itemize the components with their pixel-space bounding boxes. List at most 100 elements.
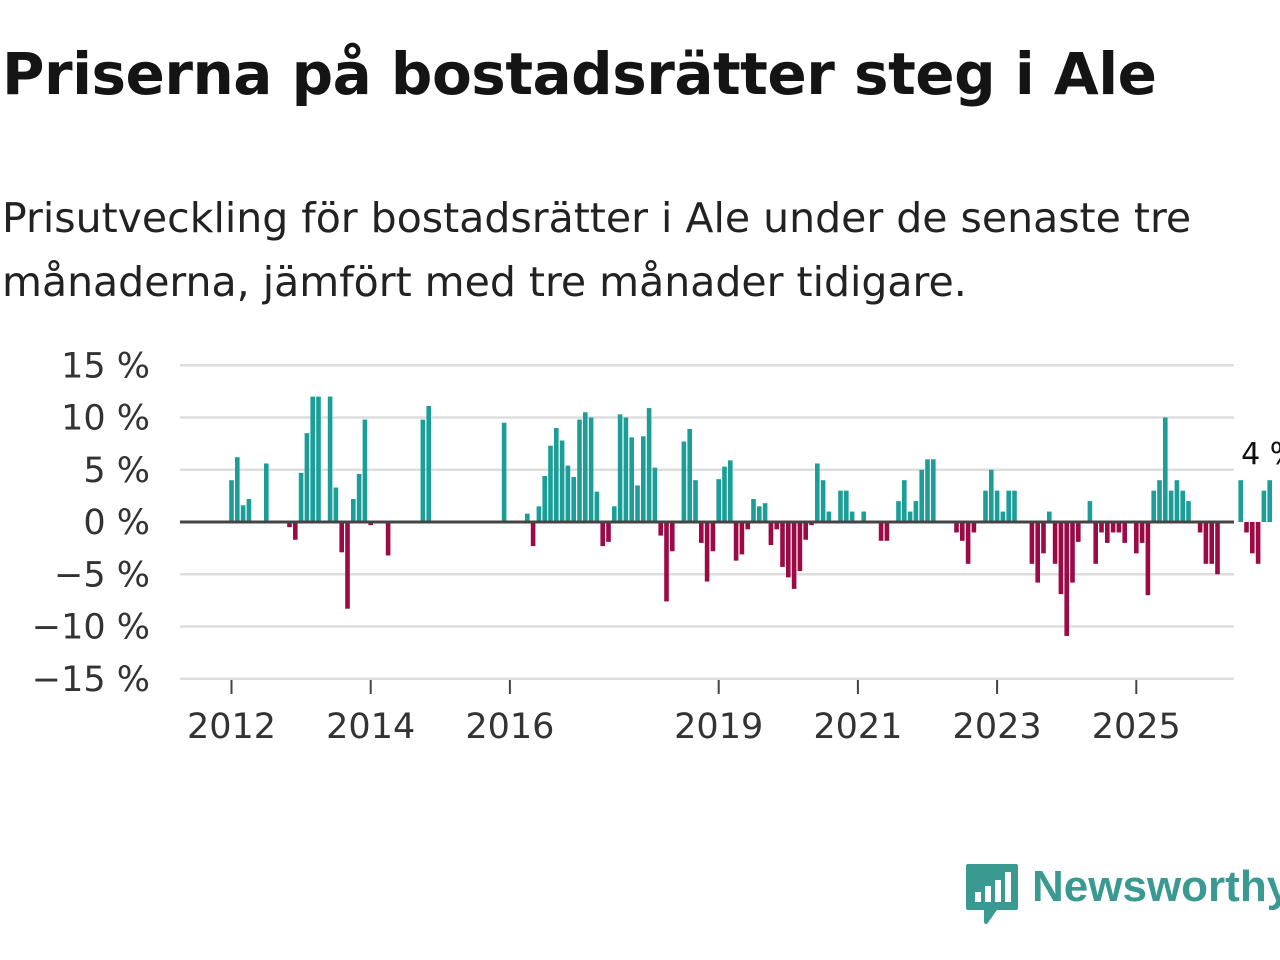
gridlines — [180, 364, 1234, 680]
bar — [577, 419, 582, 522]
bar — [1000, 511, 1006, 522]
y-tick-label: 0 % — [83, 503, 150, 543]
bar — [1209, 522, 1214, 564]
bar — [1151, 490, 1156, 522]
y-tick-label: 15 % — [61, 346, 150, 386]
bar — [1238, 480, 1243, 522]
bar — [791, 522, 797, 589]
bar — [983, 490, 988, 522]
bar — [786, 522, 791, 578]
bar — [902, 480, 907, 522]
bar — [327, 396, 333, 522]
bar — [861, 511, 866, 522]
bar — [536, 506, 542, 522]
bar — [884, 522, 890, 541]
bar — [1168, 490, 1174, 522]
bar — [722, 466, 727, 522]
bar — [229, 480, 234, 522]
x-axis: 2012 2014 2016 2019 2021 2023 2025 — [187, 680, 1181, 747]
bar — [333, 487, 339, 522]
bar — [530, 522, 536, 547]
bar — [1029, 522, 1035, 564]
bar — [1064, 522, 1069, 636]
brand-name: Newsworthy — [1032, 862, 1280, 911]
bar — [733, 522, 739, 561]
bar — [240, 505, 246, 522]
bar — [762, 503, 768, 522]
bar — [623, 417, 629, 522]
bar — [803, 522, 808, 540]
bar — [1087, 501, 1093, 522]
bar — [699, 522, 704, 543]
bar — [548, 445, 553, 522]
bar — [994, 490, 1000, 522]
bar — [525, 513, 530, 522]
bar — [664, 522, 669, 602]
bar — [1035, 522, 1040, 583]
bar — [1012, 490, 1017, 522]
bar — [896, 501, 901, 522]
bar — [1215, 522, 1220, 575]
bar — [298, 472, 304, 522]
bar — [287, 522, 292, 528]
bar — [815, 463, 820, 522]
bar — [1093, 522, 1098, 564]
bar — [1058, 522, 1064, 595]
bar — [652, 467, 658, 522]
bar — [559, 440, 565, 522]
bar — [919, 469, 924, 522]
bar — [1076, 522, 1081, 542]
y-tick-label: −10 % — [32, 608, 150, 648]
bar — [501, 422, 507, 522]
y-tick-label: −15 % — [32, 660, 150, 700]
bar — [838, 490, 843, 522]
bar — [606, 522, 611, 542]
bar — [780, 522, 785, 567]
bar — [716, 479, 721, 522]
bar — [1145, 522, 1151, 596]
bar — [600, 522, 605, 547]
bar — [356, 473, 362, 522]
y-tick-label: 5 % — [83, 451, 150, 491]
bar — [849, 511, 855, 522]
x-tick-label: 2016 — [465, 707, 554, 747]
bar — [1163, 417, 1168, 522]
bar — [635, 485, 640, 522]
bar — [774, 522, 779, 530]
bar — [345, 522, 350, 609]
bar — [1099, 522, 1104, 533]
bar — [1116, 522, 1122, 533]
bar — [351, 499, 356, 522]
bar — [971, 522, 977, 533]
bar — [670, 522, 675, 552]
bar — [1174, 480, 1180, 522]
chart-title: Priserna på bostadsrätter steg i Ale — [2, 40, 1157, 108]
bar — [809, 522, 814, 526]
bar — [293, 522, 298, 540]
bar — [264, 463, 269, 522]
bar — [658, 522, 663, 536]
bar — [646, 408, 652, 522]
bar — [1203, 522, 1209, 564]
y-axis-labels: 15 % 10 % 5 % 0 % −5 % −10 % −15 % — [32, 346, 150, 700]
bar — [925, 459, 930, 522]
bar — [588, 417, 594, 522]
x-tick-label: 2025 — [1092, 707, 1181, 747]
last-value-annotation: 4 % — [1241, 437, 1280, 472]
bar — [681, 441, 687, 522]
bar — [1122, 522, 1127, 543]
bar — [594, 491, 600, 522]
bar — [565, 465, 571, 522]
bar — [1180, 490, 1185, 522]
bar — [1006, 490, 1011, 522]
bar — [420, 419, 426, 522]
x-tick-label: 2021 — [813, 707, 902, 747]
bar — [1047, 511, 1052, 522]
bar — [612, 506, 617, 522]
bar — [739, 522, 745, 555]
bar — [728, 460, 733, 522]
bar — [1244, 522, 1249, 533]
bar — [704, 522, 710, 582]
bar — [1134, 522, 1139, 554]
bar — [641, 436, 646, 522]
